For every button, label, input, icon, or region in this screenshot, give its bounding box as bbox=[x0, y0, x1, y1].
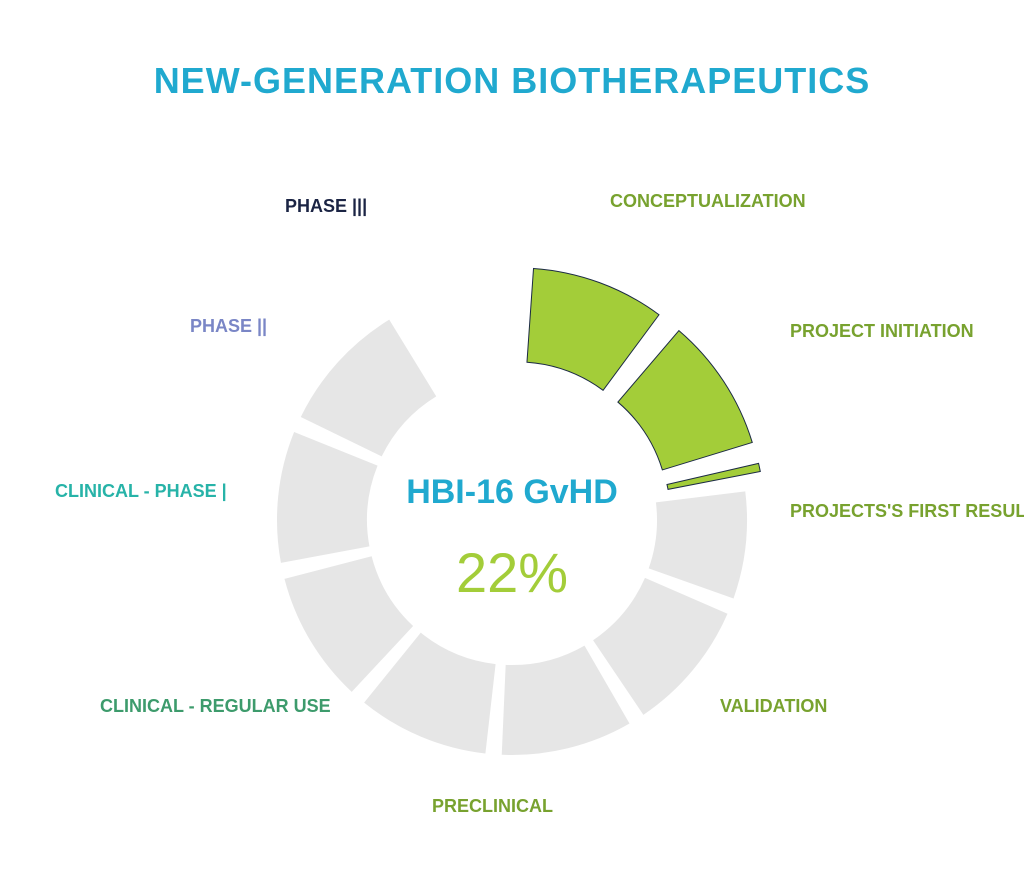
segment-label-projects_first_result: PROJECTS'S FIRST RESULT bbox=[790, 501, 1024, 522]
center-label-line1: HBI-16 GvHD bbox=[362, 473, 662, 512]
segment-label-clinical_regular_use: CLINICAL - REGULAR USE bbox=[100, 696, 331, 717]
segment-label-phase_2: PHASE || bbox=[190, 316, 267, 337]
donut-chart: HBI-16 GvHD 22% CONCEPTUALIZATION PROJECT… bbox=[0, 0, 1024, 894]
segment-phase_3 bbox=[301, 320, 436, 457]
segment-first_result_remainder bbox=[649, 491, 747, 598]
segment-label-preclinical: PRECLINICAL bbox=[432, 796, 553, 817]
segment-conceptualization bbox=[527, 268, 659, 390]
segment-label-phase_3: PHASE ||| bbox=[285, 196, 367, 217]
segment-projects_first_result bbox=[667, 463, 760, 489]
segment-label-project_initiation: PROJECT INITIATION bbox=[790, 321, 974, 342]
page-root: NEW-GENERATION BIOTHERAPEUTICS HBI-16 Gv… bbox=[0, 0, 1024, 894]
donut-svg bbox=[0, 0, 1024, 894]
segment-label-clinical_phase_1: CLINICAL - PHASE | bbox=[55, 481, 227, 502]
segment-project_initiation bbox=[618, 331, 752, 470]
segment-label-validation: VALIDATION bbox=[720, 696, 827, 717]
segment-label-conceptualization: CONCEPTUALIZATION bbox=[610, 191, 806, 212]
center-label-line2: 22% bbox=[362, 540, 662, 605]
